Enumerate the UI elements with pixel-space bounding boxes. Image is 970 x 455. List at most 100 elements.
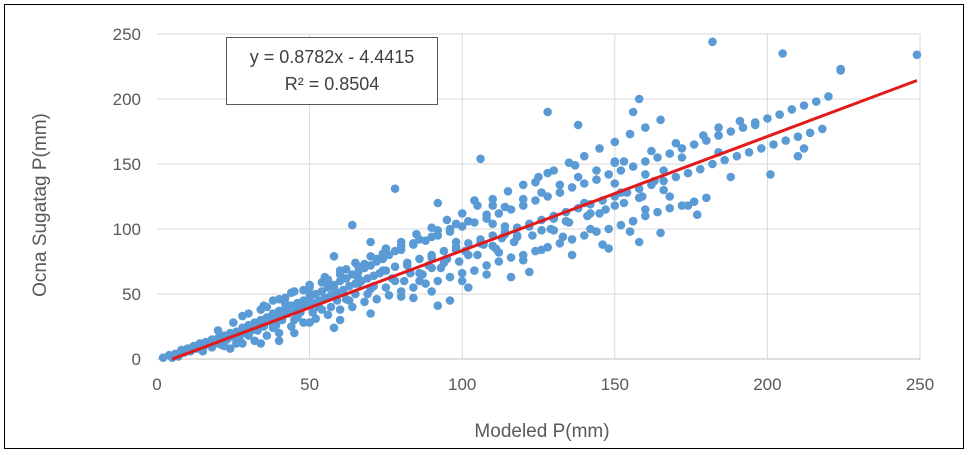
y-tick-label-0: 0 [132,350,141,369]
data-point-343 [912,50,922,60]
data-point-229 [399,276,409,286]
data-point-107 [592,175,601,184]
data-point-275 [537,226,546,235]
y-tick-label-5: 250 [113,25,141,44]
data-point-273 [488,241,498,251]
data-point-332 [619,157,629,166]
data-point-389 [518,255,528,265]
trendline-equation-box: y = 0.8782x - 4.4415 R² = 0.8504 [226,37,438,105]
data-point-346 [766,170,775,179]
data-point-336 [714,123,723,132]
data-point-397 [354,279,363,288]
data-point-128 [720,155,729,165]
data-point-142 [805,128,815,138]
data-point-233 [473,250,482,260]
data-point-184 [677,201,687,210]
data-point-358 [482,270,491,279]
data-point-59 [341,274,351,283]
data-point-165 [445,272,455,282]
data-point-152 [286,322,296,331]
y-axis-title: Ocna Sugatag P(mm) [30,113,51,297]
data-point-328 [570,161,580,170]
data-point-51 [317,287,327,296]
y-tick-label-4: 200 [113,90,141,109]
data-point-202 [442,215,452,225]
data-point-224 [308,307,317,317]
data-point-91 [494,209,504,218]
data-point-386 [641,205,650,214]
data-point-136 [769,140,778,149]
data-point-282 [256,305,266,314]
data-point-325 [543,107,552,117]
data-point-166 [457,268,467,278]
data-point-120 [671,172,681,182]
data-point-74 [390,262,400,272]
data-point-138 [781,136,791,145]
data-point-377 [427,287,436,296]
x-tick-label-4: 200 [753,375,781,394]
data-point-309 [268,296,278,305]
data-point-318 [433,226,443,235]
data-point-281 [238,311,247,321]
data-point-276 [561,216,571,226]
data-point-360 [445,296,455,305]
data-point-176 [579,231,589,240]
data-point-117 [653,153,662,162]
data-point-393 [500,222,510,231]
data-point-333 [647,146,656,156]
data-point-141 [799,101,809,110]
data-point-288 [402,261,412,270]
data-point-364 [329,323,339,333]
data-point-357 [506,272,516,282]
data-point-103 [567,183,577,192]
data-point-376 [457,276,467,286]
data-point-323 [433,198,443,208]
data-point-277 [586,209,595,218]
data-point-264 [268,323,278,333]
data-point-335 [708,37,717,47]
data-point-359 [433,301,443,311]
data-point-186 [702,193,711,203]
data-point-111 [616,166,626,175]
data-point-86 [464,239,473,248]
data-point-118 [659,176,668,186]
data-point-164 [433,276,443,286]
data-point-375 [494,248,504,257]
data-point-341 [778,49,787,58]
data-point-183 [665,203,675,213]
data-point-383 [625,227,635,236]
data-point-356 [525,267,534,277]
data-point-181 [641,211,650,221]
data-point-365 [415,276,424,286]
data-point-150 [262,331,272,340]
data-point-241 [619,198,629,208]
data-point-285 [329,283,339,292]
scatter-chart: 0 50 100 150 200 250 0 50 100 150 200 250 Modeled P… [30,25,934,442]
data-point-392 [488,201,498,210]
data-point-97 [531,196,540,205]
data-point-370 [641,170,650,179]
data-point-159 [372,294,382,304]
data-point-151 [274,328,284,338]
data-point-270 [415,268,424,278]
data-point-287 [378,266,388,275]
data-point-144 [818,124,827,134]
data-point-203 [457,209,467,218]
data-point-157 [348,302,357,312]
x-tick-label-0: 0 [152,375,161,394]
data-point-261 [592,166,601,175]
data-point-278 [610,201,620,210]
data-point-363 [366,309,375,318]
data-point-395 [427,263,436,273]
data-point-347 [726,172,736,182]
data-point-369 [677,153,687,162]
data-point-329 [628,107,638,117]
data-point-255 [482,210,491,219]
data-point-174 [555,239,565,248]
data-point-311 [305,283,314,292]
data-point-188 [229,318,238,327]
data-point-344 [799,144,809,153]
data-point-380 [586,224,595,234]
y-tick-label-1: 50 [122,285,141,304]
data-point-338 [699,131,708,140]
